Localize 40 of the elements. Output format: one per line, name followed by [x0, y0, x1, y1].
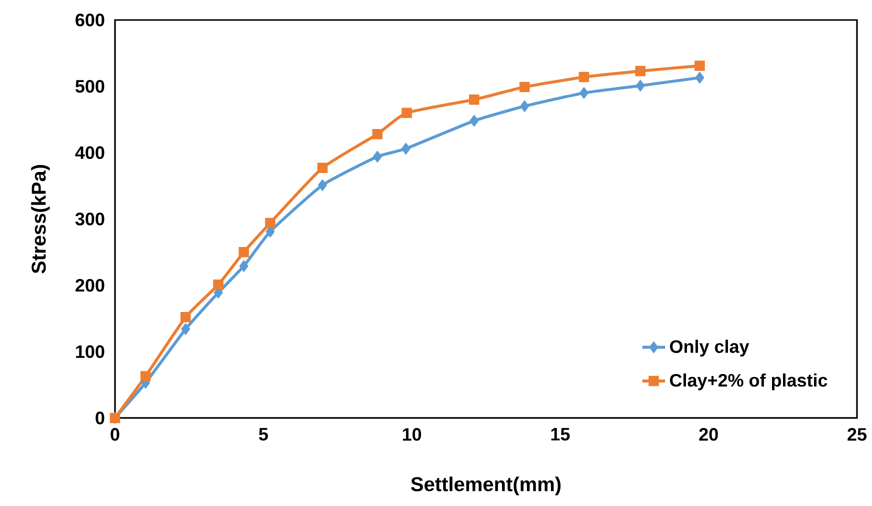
x-axis-title: Settlement(mm): [411, 476, 561, 496]
point: [213, 280, 224, 290]
point: [372, 150, 382, 163]
point: [372, 128, 383, 140]
y-tick-label: 300: [75, 212, 104, 226]
point: [694, 60, 705, 71]
point: [468, 94, 480, 105]
x-tick-label: 0: [110, 428, 120, 441]
point: [401, 142, 410, 155]
point: [578, 72, 590, 82]
x-tick-label: 15: [551, 428, 570, 441]
point: [317, 162, 328, 174]
x-tick-label: 25: [848, 428, 867, 441]
point: [519, 82, 530, 92]
legend-label: Only clay: [670, 340, 750, 357]
point: [238, 247, 249, 258]
y-tick-label: 0: [96, 412, 104, 424]
point: [579, 87, 588, 99]
point: [180, 312, 191, 322]
y-axis-title: Stress(kPa): [31, 164, 50, 274]
point: [318, 179, 328, 192]
point: [470, 114, 479, 127]
y-tick-label: 600: [76, 14, 104, 26]
y-tick-label: 500: [75, 80, 104, 93]
point: [636, 80, 645, 92]
y-tick-label: 100: [76, 345, 104, 358]
y-tick-label: 200: [76, 278, 104, 292]
point: [140, 371, 151, 382]
y-tick-label: 400: [75, 146, 104, 160]
point: [239, 260, 248, 272]
point: [520, 100, 530, 112]
point: [635, 66, 646, 76]
x-tick-label: 20: [699, 428, 718, 441]
x-tick-label: 10: [402, 428, 422, 441]
point: [695, 72, 704, 84]
point: [265, 218, 276, 228]
legend-label: Clay+2% of plastic: [670, 373, 828, 390]
point: [181, 323, 190, 336]
x-tick-label: 5: [258, 428, 268, 441]
point: [402, 108, 412, 118]
